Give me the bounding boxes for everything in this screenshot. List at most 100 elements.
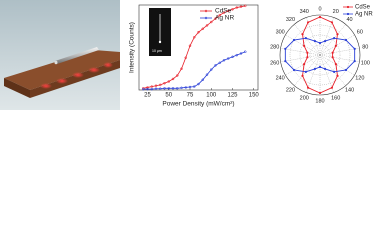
data-point <box>193 85 196 88</box>
angle-tick-label: 340 <box>300 9 309 15</box>
angle-grid-line <box>319 54 360 63</box>
angle-grid-line <box>319 17 334 56</box>
legend-marker <box>346 5 350 9</box>
data-point <box>227 57 230 60</box>
data-point <box>222 11 226 14</box>
data-point <box>150 87 153 91</box>
data-point <box>180 86 183 90</box>
data-point <box>184 86 187 89</box>
angle-tick-label: 300 <box>276 29 285 35</box>
data-point <box>176 87 179 90</box>
data-point <box>301 33 304 36</box>
data-point <box>146 87 149 91</box>
data-point <box>142 87 145 91</box>
plot-frame <box>138 4 259 91</box>
x-tick-label: 25 <box>144 93 151 99</box>
data-point <box>159 87 162 90</box>
y-axis-label: Intensity (Counts) <box>129 22 136 73</box>
data-point <box>154 84 158 87</box>
angle-tick-label: 100 <box>361 60 370 66</box>
data-point <box>197 82 200 86</box>
data-point <box>323 67 327 71</box>
data-point <box>227 9 230 13</box>
data-point <box>239 5 243 8</box>
data-point <box>284 60 287 63</box>
data-point <box>201 78 204 82</box>
x-tick-label: 100 <box>206 93 217 99</box>
angle-tick-label: 120 <box>355 75 364 81</box>
data-point <box>205 73 209 76</box>
data-point <box>214 17 217 20</box>
data-point <box>180 67 183 70</box>
data-point <box>214 64 217 67</box>
angle-grid-line <box>319 54 355 76</box>
angle-grid-line <box>319 47 360 56</box>
inset-spot <box>158 40 162 44</box>
data-point <box>306 56 309 59</box>
data-point <box>306 21 310 24</box>
angle-grid-line <box>280 47 321 56</box>
angle-grid-line <box>319 34 355 56</box>
angle-tick-label: 220 <box>286 88 295 94</box>
angle-grid-line <box>319 54 346 86</box>
data-point <box>171 87 175 90</box>
angle-grid-line <box>280 54 321 63</box>
data-point <box>330 86 334 89</box>
data-point <box>218 61 221 65</box>
data-point <box>323 39 327 43</box>
data-point <box>222 59 226 62</box>
legend-marker <box>346 12 350 16</box>
data-point <box>301 74 304 77</box>
data-point <box>210 20 213 24</box>
data-point <box>231 8 234 11</box>
data-point <box>197 30 200 34</box>
angle-grid-line <box>306 17 321 56</box>
data-point <box>336 33 339 36</box>
data-point <box>284 47 287 50</box>
legend-marker <box>204 16 208 20</box>
data-point <box>292 38 296 42</box>
angle-tick-label: 40 <box>347 17 353 23</box>
data-point <box>188 44 192 48</box>
data-point <box>167 87 170 90</box>
data-point <box>333 70 336 73</box>
data-point <box>313 67 317 71</box>
angle-tick-label: 260 <box>270 60 279 66</box>
data-point <box>302 63 306 66</box>
angle-tick-label: 0 <box>318 6 321 12</box>
data-point <box>235 53 238 57</box>
data-point <box>318 15 322 19</box>
data-point <box>146 86 149 89</box>
data-point <box>344 38 348 42</box>
data-point <box>239 52 243 55</box>
data-point <box>184 56 187 59</box>
data-point <box>210 68 213 71</box>
data-point <box>344 68 348 72</box>
angle-grid-line <box>294 24 321 56</box>
angle-tick-label: 80 <box>362 44 368 50</box>
data-point <box>336 74 339 77</box>
data-point <box>205 24 209 27</box>
data-point <box>163 81 166 85</box>
data-point <box>188 85 192 89</box>
data-point <box>167 80 170 83</box>
data-point <box>171 77 175 81</box>
data-point <box>231 55 234 59</box>
angle-tick-label: 140 <box>345 88 354 94</box>
inset-label: 10 μm <box>152 49 162 53</box>
data-point <box>150 85 153 88</box>
data-point <box>318 65 322 69</box>
x-tick-label: 75 <box>187 93 194 99</box>
data-point <box>306 86 310 89</box>
angle-grid-line <box>319 24 346 56</box>
radial-grid <box>299 34 341 76</box>
data-point <box>334 44 338 47</box>
angle-tick-label: 200 <box>300 96 309 102</box>
data-point <box>176 74 179 77</box>
data-point <box>201 27 204 31</box>
angle-tick-label: 60 <box>357 29 363 35</box>
x-axis-label: Power Density (mW/cm²) <box>162 101 234 108</box>
legend-marker <box>204 9 208 13</box>
data-point <box>331 51 334 54</box>
series-line <box>143 51 246 90</box>
